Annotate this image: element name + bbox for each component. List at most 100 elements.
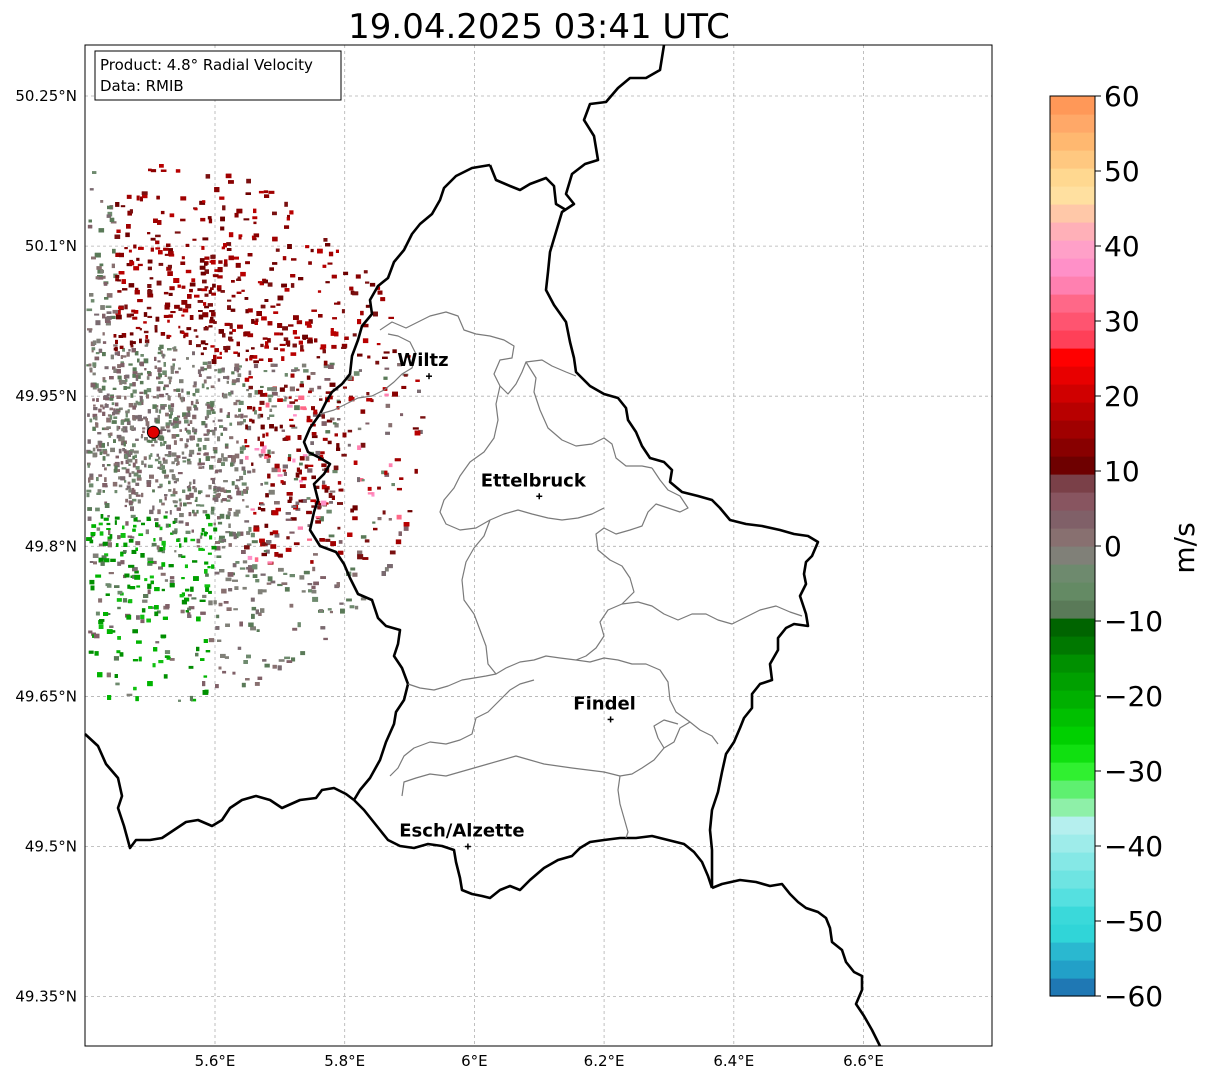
echo-pixel xyxy=(95,444,99,449)
echo-pixel xyxy=(142,430,145,434)
echo-pixel xyxy=(114,585,120,588)
echo-pixel xyxy=(186,502,192,505)
echo-pixel xyxy=(201,288,208,292)
echo-pixel xyxy=(194,294,200,298)
echo-pixel xyxy=(117,279,121,282)
echo-pixel xyxy=(326,419,333,423)
echo-pixel xyxy=(132,382,136,387)
echo-pixel xyxy=(357,353,363,357)
echo-pixel xyxy=(103,612,109,616)
echo-pixel xyxy=(223,243,227,248)
echo-pixel xyxy=(100,269,104,274)
echo-pixel xyxy=(222,333,226,338)
echo-pixel xyxy=(106,629,113,634)
echo-pixel xyxy=(186,412,191,417)
echo-pixel xyxy=(385,403,391,408)
echo-pixel xyxy=(260,608,265,613)
echo-pixel xyxy=(178,699,181,702)
echo-pixel xyxy=(86,364,90,367)
echo-pixel xyxy=(137,358,140,363)
echo-pixel xyxy=(194,499,198,502)
echo-pixel xyxy=(161,443,165,446)
echo-pixel xyxy=(160,441,163,447)
echo-pixel xyxy=(290,283,295,288)
echo-pixel xyxy=(132,371,138,374)
echo-pixel xyxy=(210,254,216,259)
echo-pixel xyxy=(103,558,110,563)
echo-pixel xyxy=(217,267,223,273)
echo-pixel xyxy=(135,326,141,330)
echo-pixel xyxy=(98,228,105,233)
echo-pixel xyxy=(166,266,172,271)
echo-pixel xyxy=(281,481,286,485)
echo-pixel xyxy=(226,248,232,251)
echo-pixel xyxy=(237,352,240,357)
echo-pixel xyxy=(146,388,152,393)
echo-pixel xyxy=(226,607,232,611)
echo-pixel xyxy=(89,293,94,297)
echo-pixel xyxy=(208,325,213,328)
echo-pixel xyxy=(177,461,180,465)
echo-pixel xyxy=(158,456,161,460)
echo-pixel xyxy=(119,345,124,349)
echo-pixel xyxy=(117,426,121,430)
echo-pixel xyxy=(190,437,194,441)
echo-pixel xyxy=(88,483,94,488)
colorbar-band xyxy=(1050,924,1095,943)
echo-pixel xyxy=(285,435,291,441)
echo-pixel xyxy=(185,588,190,592)
echo-pixel xyxy=(110,395,115,398)
echo-pixel xyxy=(336,582,340,587)
echo-pixel xyxy=(239,621,243,627)
echo-pixel xyxy=(322,264,327,268)
echo-pixel xyxy=(187,612,191,617)
echo-pixel xyxy=(186,406,192,411)
echo-pixel xyxy=(146,306,152,310)
longitude-ticks: 5.6°E 5.8°E 6°E 6.2°E 6.4°E 6.6°E xyxy=(195,1052,884,1070)
echo-pixel xyxy=(88,476,94,480)
echo-pixel xyxy=(300,349,305,352)
echo-pixel xyxy=(186,486,191,489)
echo-pixel xyxy=(202,237,209,241)
echo-pixel xyxy=(140,619,145,624)
echo-pixel xyxy=(383,376,388,380)
echo-pixel xyxy=(168,480,171,485)
echo-pixel xyxy=(200,532,204,536)
echo-pixel xyxy=(200,271,205,276)
echo-pixel xyxy=(137,474,141,478)
echo-pixel xyxy=(136,257,140,261)
echo-pixel xyxy=(305,245,310,249)
echo-pixel xyxy=(264,392,268,397)
echo-pixel xyxy=(99,531,104,536)
echo-pixel xyxy=(117,351,120,356)
echo-pixel xyxy=(191,529,194,533)
echo-pixel xyxy=(208,590,212,594)
colorbar-band xyxy=(1050,186,1095,205)
echo-pixel xyxy=(342,386,347,389)
echo-pixel xyxy=(192,486,196,490)
echo-pixel xyxy=(168,251,174,256)
echo-pixel xyxy=(360,535,367,539)
echo-pixel xyxy=(168,489,172,492)
echo-pixel xyxy=(137,401,142,406)
echo-pixel xyxy=(228,180,234,184)
echo-pixel xyxy=(168,380,171,385)
echo-pixel xyxy=(320,344,327,349)
echo-pixel xyxy=(118,484,123,488)
echo-pixel xyxy=(147,561,154,564)
echo-pixel xyxy=(118,448,122,454)
echo-pixel xyxy=(343,271,349,276)
echo-pixel xyxy=(395,539,402,545)
echo-pixel xyxy=(253,360,259,364)
echo-pixel xyxy=(187,410,191,414)
echo-pixel xyxy=(104,503,110,508)
echo-pixel xyxy=(226,380,229,384)
echo-pixel xyxy=(252,468,256,473)
echo-pixel xyxy=(164,494,168,497)
echo-pixel xyxy=(290,274,296,278)
echo-pixel xyxy=(350,508,354,513)
echo-pixel xyxy=(252,406,256,412)
echo-pixel xyxy=(120,380,126,384)
echo-pixel xyxy=(158,429,163,435)
echo-pixel xyxy=(103,282,108,286)
